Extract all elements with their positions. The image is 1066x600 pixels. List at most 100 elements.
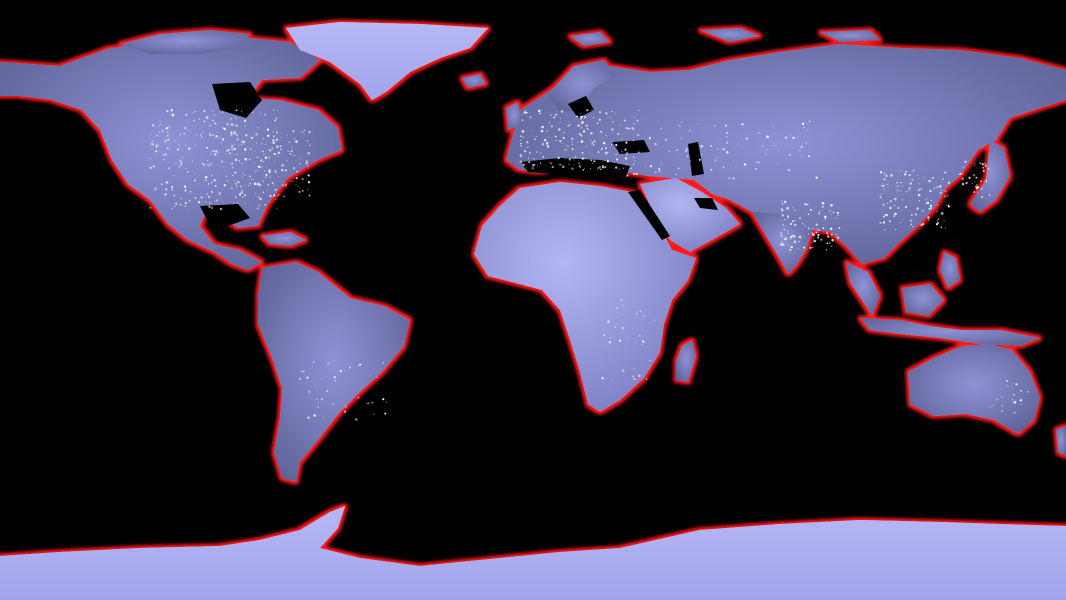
city-light — [830, 203, 833, 207]
city-light — [327, 362, 330, 365]
city-light — [558, 140, 560, 142]
city-light — [947, 205, 951, 208]
city-light — [783, 200, 787, 204]
city-light — [899, 221, 901, 223]
city-light — [908, 174, 911, 177]
city-light — [784, 237, 787, 241]
city-light — [180, 204, 182, 206]
city-light — [203, 164, 206, 166]
city-light — [633, 367, 635, 370]
city-light — [981, 163, 984, 166]
africa-landmass — [474, 182, 696, 412]
city-light — [984, 163, 986, 165]
city-light — [264, 113, 267, 116]
city-light — [206, 146, 208, 149]
city-light — [624, 148, 627, 151]
city-light — [220, 142, 222, 144]
city-light — [528, 161, 531, 164]
city-light — [298, 377, 302, 380]
city-light — [554, 135, 557, 138]
city-light — [574, 156, 577, 158]
city-light — [532, 158, 535, 160]
city-light — [534, 138, 536, 141]
city-light — [879, 196, 882, 199]
city-light — [897, 206, 900, 210]
city-light — [321, 398, 323, 400]
city-light — [212, 110, 214, 112]
city-light — [801, 154, 803, 156]
city-light — [636, 119, 639, 122]
city-light — [259, 184, 262, 187]
city-light — [205, 116, 209, 119]
city-light — [886, 184, 888, 185]
city-light — [203, 163, 205, 165]
city-light — [743, 163, 747, 166]
city-light — [621, 138, 623, 140]
city-light — [168, 126, 170, 128]
city-light — [152, 124, 155, 127]
city-light — [1013, 411, 1016, 415]
city-light — [787, 232, 789, 235]
city-light — [154, 187, 157, 190]
city-light — [308, 130, 311, 134]
city-light — [185, 144, 187, 146]
siberian-islands-east — [820, 30, 880, 42]
city-light — [211, 181, 213, 184]
city-light — [545, 142, 549, 145]
city-light — [932, 177, 934, 179]
city-light — [582, 169, 585, 171]
city-light — [295, 177, 298, 180]
city-light — [626, 127, 629, 130]
city-light — [791, 235, 793, 237]
city-light — [519, 154, 523, 157]
city-light — [257, 169, 259, 171]
city-light — [882, 204, 885, 207]
city-light — [581, 152, 584, 154]
city-light — [234, 133, 237, 135]
city-light — [981, 196, 983, 198]
city-light — [272, 141, 275, 144]
city-light — [249, 182, 252, 185]
city-light — [925, 202, 927, 205]
city-light — [580, 115, 583, 118]
city-light — [1020, 404, 1022, 406]
city-light — [277, 151, 281, 154]
city-light — [151, 140, 154, 142]
city-light — [181, 157, 183, 159]
city-light — [896, 190, 898, 192]
city-light — [244, 157, 247, 161]
city-light — [904, 173, 907, 176]
city-light — [166, 147, 169, 150]
city-light — [232, 174, 234, 177]
city-light — [807, 233, 810, 235]
city-light — [906, 171, 908, 173]
city-light — [265, 166, 267, 168]
city-light — [626, 151, 628, 154]
city-light — [275, 117, 278, 120]
city-light — [576, 141, 579, 143]
city-light — [623, 119, 626, 122]
city-light — [883, 173, 886, 175]
city-light — [835, 233, 837, 235]
city-light — [936, 220, 938, 222]
city-light — [267, 134, 270, 138]
city-light — [236, 134, 239, 137]
greenland-landmass — [286, 22, 488, 100]
british-isles — [506, 102, 522, 130]
city-light — [580, 127, 582, 129]
city-light — [822, 227, 825, 229]
city-light — [155, 144, 158, 146]
city-light — [717, 148, 719, 150]
city-light — [550, 125, 554, 128]
city-light — [605, 147, 607, 150]
city-light — [272, 131, 274, 133]
city-light — [927, 216, 930, 219]
city-light — [163, 158, 165, 161]
city-light — [610, 126, 612, 128]
city-light — [806, 204, 809, 206]
city-light — [231, 144, 234, 147]
city-light — [159, 120, 161, 122]
city-light — [267, 189, 269, 191]
city-light — [256, 142, 257, 144]
